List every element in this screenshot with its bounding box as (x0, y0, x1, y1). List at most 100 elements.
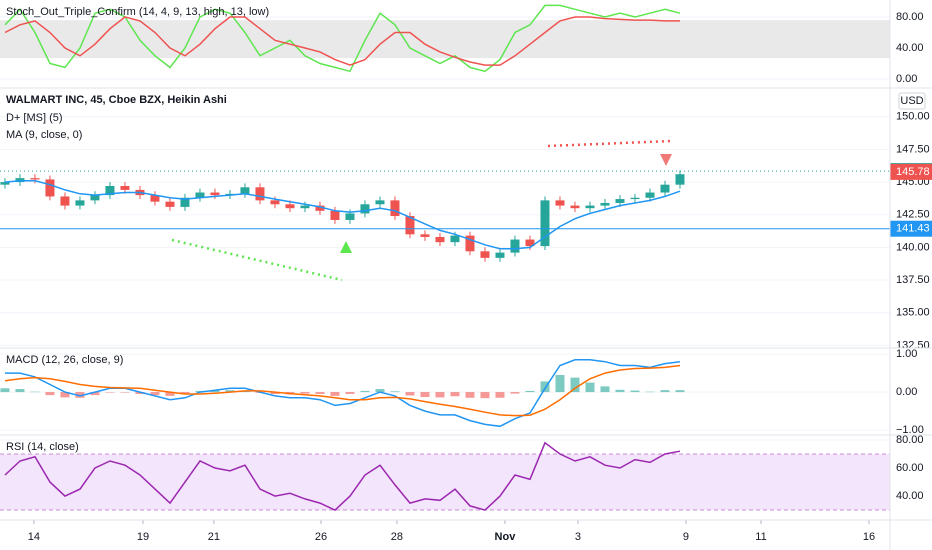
sell-signal (660, 154, 672, 166)
histogram-bar (390, 391, 400, 393)
x-tick-label: Nov (495, 531, 517, 543)
histogram-bar (300, 392, 310, 394)
histogram-bar (60, 392, 70, 398)
candle-body (630, 197, 640, 200)
histogram-bar (165, 392, 175, 396)
candle-body (105, 185, 115, 196)
histogram-bar (675, 390, 685, 393)
candle-body (600, 202, 610, 206)
candle-body (540, 200, 550, 247)
candle-body (120, 185, 130, 190)
pane-title: Stoch_Out_Triple_Confirm (14, 4, 9, 13, … (6, 6, 269, 18)
histogram-bar (510, 392, 520, 394)
pane-title: RSI (14, close) (6, 441, 79, 453)
candle-body (510, 239, 520, 253)
candle-body (435, 236, 445, 243)
histogram-bar (465, 392, 475, 398)
candle-body (525, 239, 535, 247)
x-tick-label: 28 (391, 531, 403, 543)
series-line (4, 364, 681, 417)
price-label-bg (890, 220, 932, 237)
histogram-bar (315, 392, 325, 394)
y-tick-label: 142.50 (896, 209, 930, 221)
price-label: 145.78 (896, 166, 930, 178)
buy-signal (340, 241, 352, 253)
candle-body (285, 204, 295, 209)
candle-body (555, 200, 565, 206)
y-tick-label: 1.00 (896, 348, 917, 360)
histogram-bar (360, 390, 370, 393)
candle-body (405, 216, 415, 235)
price-label: 141.43 (896, 223, 930, 235)
y-tick-label: 40.00 (896, 490, 924, 502)
histogram-bar (495, 392, 505, 398)
pane-title: MACD (12, 26, close, 9) (6, 354, 123, 366)
y-tick-label: 140.00 (896, 241, 930, 253)
candle-body (75, 200, 85, 206)
indicator-label: D+ [MS] (5) (6, 112, 63, 124)
histogram-bar (45, 392, 55, 396)
histogram-bar (435, 392, 445, 398)
candle-body (180, 197, 190, 207)
histogram-bar (570, 377, 580, 393)
x-tick-label: 14 (28, 531, 40, 543)
histogram-bar (330, 392, 340, 396)
histogram-bar (225, 390, 235, 393)
histogram-bar (555, 374, 565, 393)
histogram-bar (0, 388, 10, 393)
histogram-bar (525, 390, 535, 393)
histogram-bar (480, 392, 490, 399)
y-tick-label: 40.00 (896, 42, 924, 54)
candle-body (480, 251, 490, 258)
histogram-bar (420, 392, 430, 398)
y-tick-label: 0.00 (896, 73, 917, 85)
candle-body (45, 179, 55, 197)
histogram-bar (135, 392, 145, 394)
y-tick-label: 0.00 (896, 386, 917, 398)
histogram-bar (105, 392, 115, 393)
y-tick-label: 150.00 (896, 111, 930, 123)
candle-body (240, 187, 250, 194)
band-fill (0, 454, 890, 511)
candle-body (570, 205, 580, 209)
currency-label: USD (900, 95, 923, 107)
candle-body (645, 192, 655, 198)
histogram-bar (600, 386, 610, 393)
candle-body (345, 213, 355, 220)
histogram-bar (450, 392, 460, 397)
candle-body (315, 205, 325, 211)
y-tick-label: 135.00 (896, 307, 930, 319)
histogram-bar (15, 389, 25, 393)
y-tick-label: 147.50 (896, 143, 930, 155)
candle-body (150, 195, 160, 202)
x-tick-label: 9 (683, 531, 689, 543)
x-tick-label: 11 (755, 531, 766, 543)
candle-body (30, 178, 40, 180)
candle-body (675, 174, 685, 185)
histogram-bar (75, 392, 85, 398)
band-fill (0, 20, 890, 59)
candle-body (360, 204, 370, 214)
candle-body (300, 205, 310, 209)
histogram-bar (660, 390, 670, 393)
indicator-label: MA (9, close, 0) (6, 129, 82, 141)
candle-body (465, 235, 475, 252)
currency-box (898, 92, 926, 110)
y-tick-label: 137.50 (896, 274, 930, 286)
histogram-bar (150, 392, 160, 396)
divergence-line (547, 139, 673, 148)
histogram-bar (540, 381, 550, 393)
pane-title: WALMART INC, 45, Cboe BZX, Heikin Ashi (6, 94, 227, 106)
histogram-bar (180, 392, 190, 394)
x-tick-label: 3 (575, 531, 581, 543)
x-tick-label: 26 (315, 531, 327, 543)
candle-body (0, 182, 10, 185)
y-tick-label: 80.00 (896, 11, 924, 23)
x-tick-label: 19 (137, 531, 149, 543)
histogram-bar (585, 382, 595, 393)
y-tick-label: 80.00 (896, 434, 924, 446)
series-line (4, 441, 681, 511)
x-tick-label: 16 (863, 531, 875, 543)
series-line (4, 16, 680, 66)
